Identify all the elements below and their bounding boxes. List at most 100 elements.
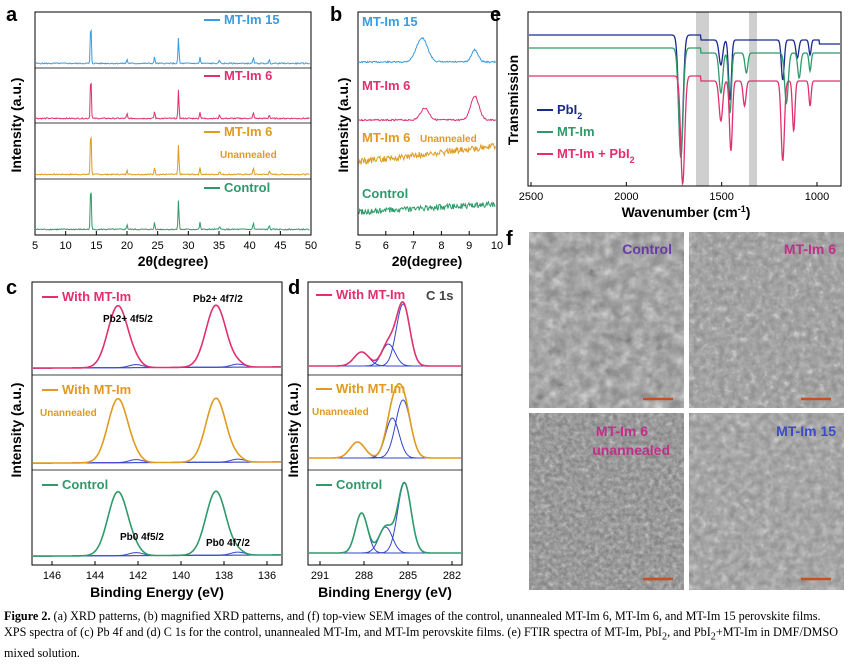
ylabel-c: Intensity (a.u.): [8, 383, 24, 478]
peak-label: Pb0 4f7/2: [206, 538, 250, 549]
xlabel-c: Binding Energy (eV): [90, 584, 224, 600]
figure-caption: Figure 2. (a) XRD patterns, (b) magnifie…: [4, 609, 839, 661]
panel-label-a: a: [6, 4, 18, 26]
fit-peak: [309, 303, 461, 367]
xtick-label: 282: [443, 570, 461, 582]
xrd-trace: [35, 28, 310, 65]
xtick-label: 10: [60, 240, 72, 252]
caption-figure-number: Figure 2.: [4, 609, 51, 623]
xlabel-d: Binding Energy (eV): [318, 584, 452, 600]
ylabel-d: Intensity (a.u.): [285, 383, 301, 478]
xtick-label: 10: [491, 240, 503, 252]
legend-label: PbI2: [557, 102, 582, 121]
legend-label: With MT-Im: [62, 382, 131, 397]
legend-label: With MT-Im: [336, 381, 405, 396]
xtick-label: 40: [244, 240, 256, 252]
xtick-label: 5: [355, 240, 361, 252]
legend-label: MT-Im 6: [224, 68, 272, 83]
legend-sublabel: Unannealed: [220, 150, 277, 161]
xtick-label: 5: [32, 240, 38, 252]
panel-f: f Control MT-Im 6 MT-Im 6 unannealed MT-…: [506, 228, 844, 590]
xrd-trace: [358, 36, 496, 64]
legend-e: PbI2 MT-Im MT-Im + PbI2: [537, 102, 635, 165]
ylabel-e: Transmission: [505, 55, 521, 145]
xtick-label: 9: [466, 240, 472, 252]
xlabel-b: 2θ(degree): [392, 253, 463, 269]
xrd-trace: [358, 95, 496, 122]
xps-trace: [309, 301, 461, 367]
panel-label-b: b: [330, 4, 342, 26]
panel-label-e: e: [490, 4, 501, 26]
xrd-traces-b: [358, 36, 496, 216]
legend-sublabel: Unannealed: [40, 408, 97, 419]
legend-sublabel: Unannealed: [312, 407, 369, 418]
xrd-trace: [358, 142, 496, 165]
sem-label-unannealed: unannealed: [592, 442, 670, 458]
ftir-trace: [529, 75, 840, 186]
sem-label-control: Control: [622, 241, 672, 257]
frame-b: [357, 11, 498, 236]
xtick-label: 1000: [805, 191, 829, 203]
panel-label-c: c: [6, 277, 17, 299]
legend-label: MT-Im 6: [224, 124, 272, 139]
legend-label: MT-Im + PbI2: [557, 146, 635, 165]
legend-label: MT-Im: [557, 124, 595, 139]
ftir-trace: [529, 47, 840, 159]
xticks-d: 291 288 285 282: [311, 561, 461, 582]
peak-label: Pb2+ 4f7/2: [193, 294, 243, 305]
xtick-label: 50: [305, 240, 317, 252]
ylabel-b: Intensity (a.u.): [335, 78, 351, 173]
xtick-label: 2000: [614, 191, 638, 203]
xrd-trace: [35, 136, 310, 176]
peak-label: Pb2+ 4f5/2: [103, 314, 153, 325]
panel-a: a Intensity (a.u.) 5 10 15 20 25 30 35 40 45 50 2…: [6, 4, 317, 269]
sem-label-mtim6-unannealed: MT-Im 6: [596, 423, 648, 439]
xps-trace: [33, 397, 281, 464]
ftir-traces-e: [529, 34, 840, 186]
xtick-label: 20: [121, 240, 133, 252]
legend-c: With MT-Im With MT-Im Unannealed Control Pb2…: [40, 289, 250, 549]
xps-trace: [33, 304, 281, 369]
xtick-label: 6: [383, 240, 389, 252]
xtick-label: 146: [43, 570, 61, 582]
panel-e: e Transmission 2500 2000 1500 1000 Wavenumb…: [490, 4, 842, 220]
xticks-e: 2500 2000 1500 1000: [519, 182, 829, 203]
legend-sublabel: Unannealed: [420, 134, 477, 145]
legend-label: Control: [224, 180, 270, 195]
highlight-band-1: [696, 12, 709, 186]
panel-label-d: d: [288, 277, 300, 299]
frame-a: [34, 11, 312, 236]
xtick-label: 1500: [709, 191, 733, 203]
legend-label: MT-Im 6: [362, 130, 410, 145]
xtick-label: 288: [355, 570, 373, 582]
xtick-label: 140: [172, 570, 190, 582]
xticks-b: 5 6 7 8 9 10: [355, 231, 503, 252]
xtick-label: 35: [213, 240, 225, 252]
xtick-label: 8: [438, 240, 444, 252]
panel-label-f: f: [506, 228, 513, 250]
xtick-label: 285: [399, 570, 417, 582]
xticks-a: 5 10 15 20 25 30 35 40 45 50: [32, 231, 317, 252]
xtick-label: 45: [274, 240, 286, 252]
legend-a: MT-Im 15 MT-Im 6 MT-Im 6 Unannealed Control: [204, 12, 280, 195]
legend-label: Control: [362, 186, 408, 201]
frame-c: [31, 281, 283, 566]
title-d: C 1s: [426, 288, 453, 303]
fit-peak: [309, 512, 461, 554]
xrd-traces-a: [35, 28, 310, 231]
legend-label: Control: [336, 477, 382, 492]
xrd-trace: [35, 192, 310, 231]
sem-label-mtim6: MT-Im 6: [784, 241, 836, 257]
xps-trace: [309, 481, 461, 554]
legend-label: Control: [62, 477, 108, 492]
xrd-trace: [35, 82, 310, 120]
xlabel-a: 2θ(degree): [138, 253, 209, 269]
xlabel-e: Wavenumber (cm-1): [622, 204, 751, 220]
xtick-label: 30: [182, 240, 194, 252]
legend-label: With MT-Im: [336, 287, 405, 302]
panel-c: c Intensity (a.u.) 146 144 142 140 138 136 Bi…: [6, 277, 283, 600]
xrd-trace: [358, 200, 496, 216]
sem-label-mtim15: MT-Im 15: [776, 423, 836, 439]
ylabel-a: Intensity (a.u.): [8, 78, 24, 173]
